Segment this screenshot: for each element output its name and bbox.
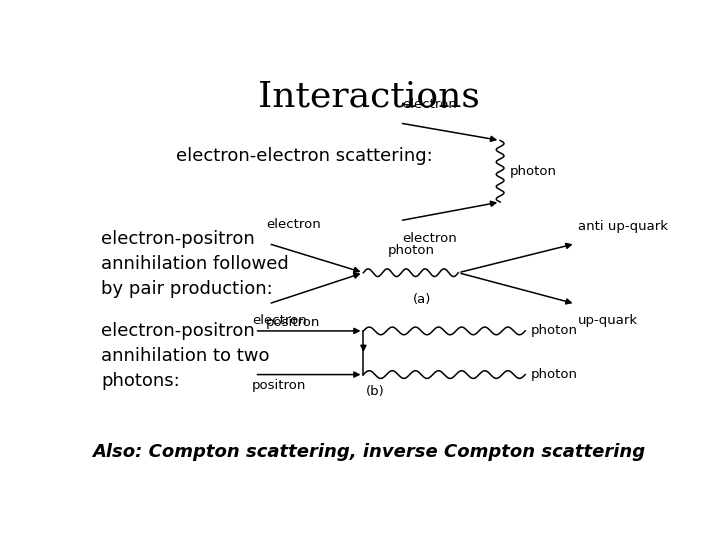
Text: photon: photon: [531, 368, 578, 381]
Text: positron: positron: [252, 379, 306, 392]
Text: photon: photon: [387, 244, 434, 257]
Text: Also: Compton scattering, inverse Compton scattering: Also: Compton scattering, inverse Compto…: [92, 443, 646, 461]
Text: electron: electron: [402, 232, 457, 245]
Text: photon: photon: [510, 165, 557, 178]
Text: up-quark: up-quark: [578, 314, 639, 327]
Text: positron: positron: [266, 316, 320, 329]
Text: electron: electron: [252, 314, 307, 327]
Text: electron: electron: [266, 218, 320, 231]
Text: anti up-quark: anti up-quark: [578, 220, 668, 233]
Text: (b): (b): [366, 385, 385, 398]
Text: electron-positron
annihilation followed
by pair production:: electron-positron annihilation followed …: [101, 231, 289, 299]
Text: electron-positron
annihilation to two
photons:: electron-positron annihilation to two ph…: [101, 322, 270, 390]
Text: photon: photon: [531, 325, 578, 338]
Text: electron: electron: [402, 98, 457, 111]
Text: (a): (a): [413, 293, 431, 306]
Text: Interactions: Interactions: [258, 79, 480, 113]
Text: electron-electron scattering:: electron-electron scattering:: [176, 147, 433, 165]
